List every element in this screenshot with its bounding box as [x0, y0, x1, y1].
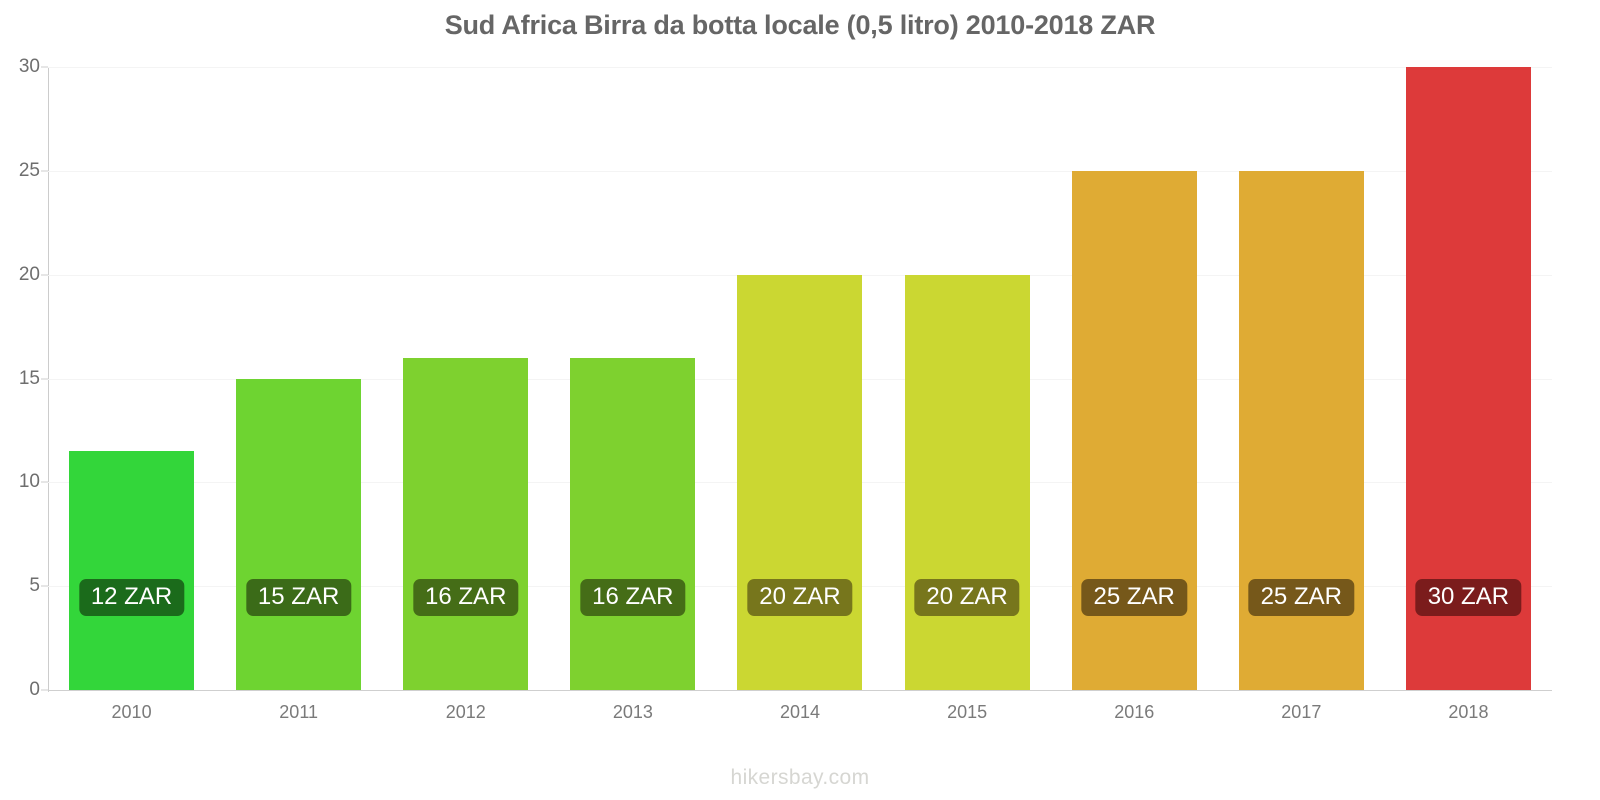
y-axis-tick-mark	[41, 481, 48, 483]
x-axis-tick-label: 2018	[1448, 702, 1489, 722]
bar-value-label: 12 ZAR	[78, 578, 185, 616]
x-axis-tick-label: 2016	[1114, 702, 1155, 722]
y-axis-tick-mark	[41, 66, 48, 68]
y-axis-tick-mark	[41, 585, 48, 587]
y-axis-tick-label: 30	[18, 56, 40, 77]
bar-group[interactable]: 25 ZAR	[1238, 170, 1364, 690]
x-axis-tick-label: 2015	[947, 702, 988, 722]
y-axis-tick-label: 10	[18, 471, 40, 493]
bar-value-label: 15 ZAR	[245, 578, 352, 616]
bar-group[interactable]: 12 ZAR	[69, 451, 194, 690]
x-axis-tick-label: 2012	[445, 702, 486, 722]
bar-value-label: 30 ZAR	[1415, 578, 1522, 616]
bar-group[interactable]: 15 ZAR	[236, 378, 362, 690]
bar[interactable]: 16 ZAR	[570, 357, 696, 690]
y-axis-tick-label: 25	[18, 159, 40, 181]
plot-area: 12 ZAR 15 ZAR 16 ZAR 16 ZAR 20 ZAR 20 ZAR 25 Z…	[48, 67, 1552, 691]
bar-value-label: 16 ZAR	[413, 578, 519, 616]
bar[interactable]: 20 ZAR	[904, 274, 1030, 690]
bar-value-label: 25 ZAR	[1081, 578, 1187, 616]
bar-group[interactable]: 16 ZAR	[570, 357, 696, 690]
bar-value-label: 16 ZAR	[580, 578, 686, 616]
gridline	[48, 690, 1552, 691]
bar-value-label: 20 ZAR	[914, 578, 1020, 616]
bar[interactable]: 15 ZAR	[236, 378, 362, 690]
x-axis-tick-label: 2011	[279, 702, 319, 722]
y-axis-line	[48, 67, 49, 692]
bar-value-label: 25 ZAR	[1248, 578, 1354, 616]
footer-credit: hikersbay.com	[730, 766, 870, 789]
y-axis-tick-mark	[41, 170, 48, 172]
bar[interactable]: 16 ZAR	[403, 357, 529, 690]
bar[interactable]: 12 ZAR	[69, 451, 194, 690]
y-axis-tick-mark	[41, 689, 48, 691]
y-axis-tick-label: 20	[18, 263, 40, 285]
y-axis-tick-label: 15	[18, 367, 40, 389]
x-axis-tick-label: 2014	[779, 702, 821, 722]
bar[interactable]: 30 ZAR	[1405, 67, 1531, 690]
bar[interactable]: 20 ZAR	[737, 274, 863, 690]
bar-group[interactable]: 16 ZAR	[403, 357, 529, 690]
bar-group[interactable]: 20 ZAR	[737, 274, 863, 690]
bar[interactable]: 25 ZAR	[1071, 170, 1197, 690]
x-axis-tick-label: 2010	[111, 702, 152, 722]
bar-group[interactable]: 25 ZAR	[1071, 170, 1197, 690]
y-axis-tick-mark	[41, 274, 48, 276]
chart-title: Sud Africa Birra da botta locale (0,5 li…	[444, 10, 1156, 40]
bar[interactable]: 25 ZAR	[1238, 170, 1364, 690]
y-axis-tick-label: 5	[29, 575, 40, 597]
gridline	[48, 67, 1552, 68]
gridline	[48, 170, 1552, 172]
x-axis-tick-label: 2017	[1281, 702, 1322, 722]
y-axis-tick-label: 0	[29, 679, 40, 700]
bar-group[interactable]: 30 ZAR	[1405, 67, 1531, 690]
bar-group[interactable]: 20 ZAR	[904, 274, 1030, 690]
y-axis-tick-mark	[41, 378, 48, 379]
bar-value-label: 20 ZAR	[747, 578, 853, 616]
x-axis-tick-label: 2013	[612, 702, 653, 722]
